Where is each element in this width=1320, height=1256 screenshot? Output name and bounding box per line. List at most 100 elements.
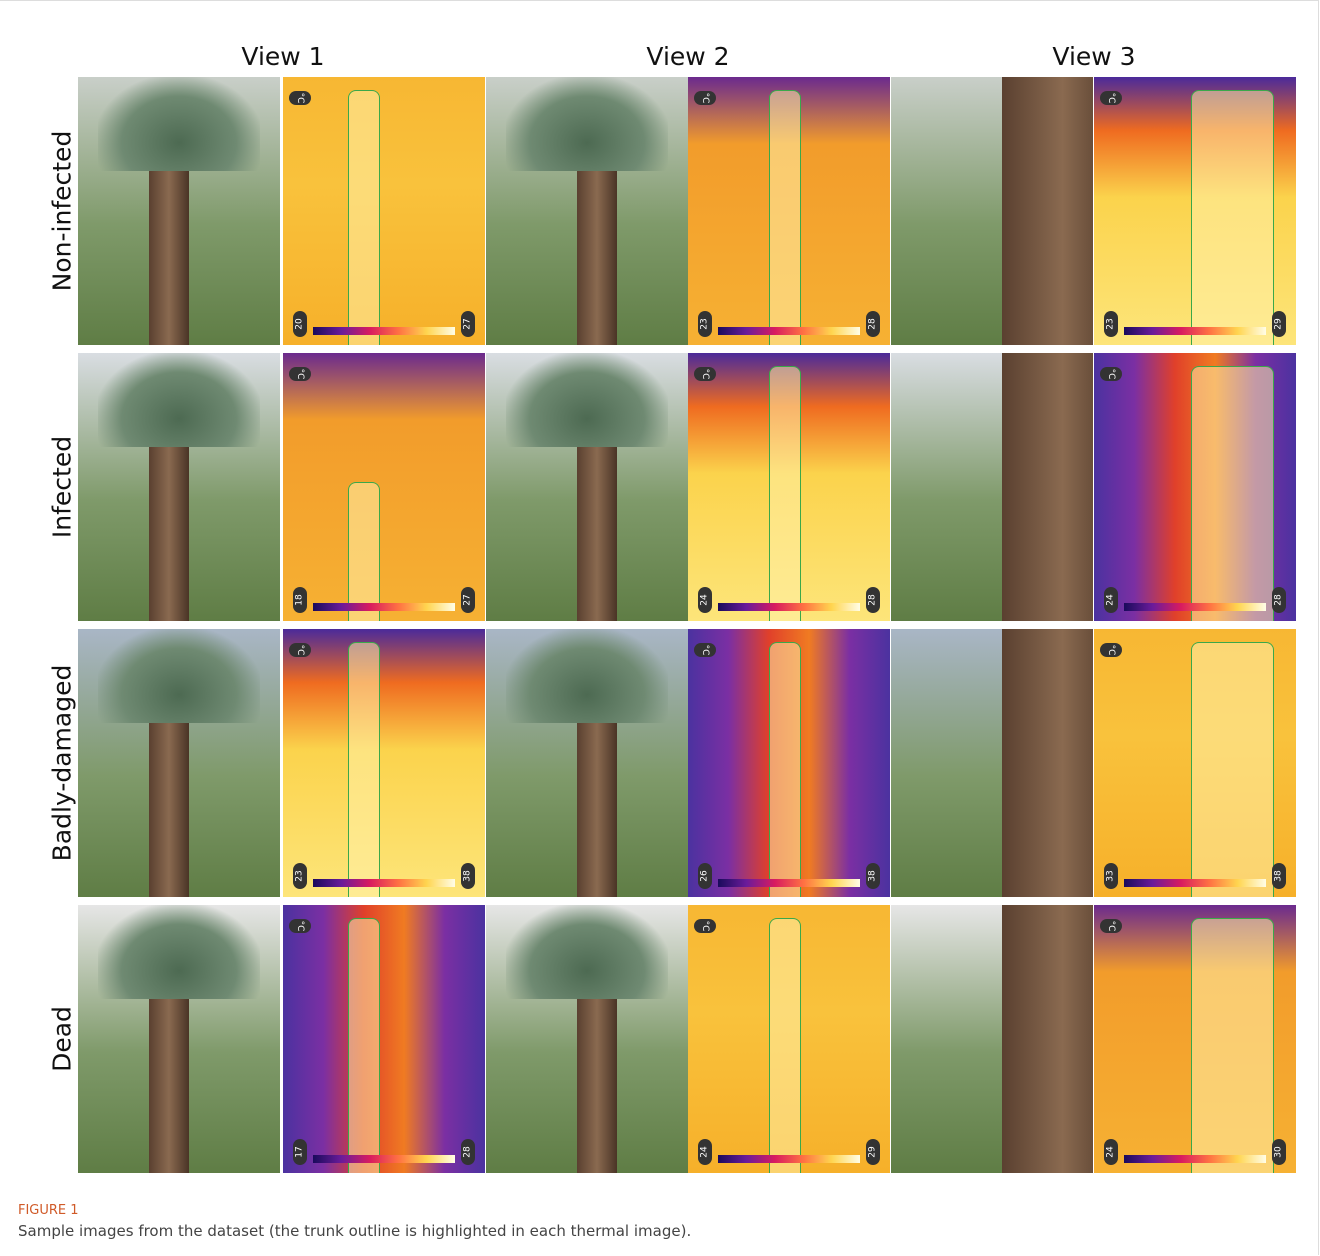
scale-max-text: 38 xyxy=(463,870,473,881)
scale-bar xyxy=(1124,327,1266,335)
scale-bar xyxy=(313,603,455,611)
trunk xyxy=(149,144,189,345)
trunk-outline xyxy=(1191,366,1274,621)
figure-label: FIGURE 1 xyxy=(18,1203,79,1218)
trunk xyxy=(577,696,617,897)
scale-min-text: 23 xyxy=(1106,318,1116,329)
photo xyxy=(486,353,688,621)
scale-max-text: 29 xyxy=(868,1146,878,1157)
scale-min-text: 24 xyxy=(1106,1146,1116,1157)
unit-badge: °C xyxy=(289,91,311,105)
scale-min-text: 23 xyxy=(700,318,710,329)
thermal-image: °C 23 29 xyxy=(1094,77,1296,345)
fronds xyxy=(98,905,260,999)
trunk xyxy=(149,696,189,897)
fronds xyxy=(506,629,668,723)
photo xyxy=(891,905,1093,1173)
unit-badge: °C xyxy=(289,367,311,381)
scale-max-text: 38 xyxy=(1274,870,1284,881)
thermal-image: °C 24 29 xyxy=(688,905,890,1173)
fronds xyxy=(98,629,260,723)
scale-max: 28 xyxy=(1272,587,1286,613)
trunk-outline xyxy=(348,642,380,897)
fronds xyxy=(98,77,260,171)
trunk-outline xyxy=(769,366,801,621)
trunk xyxy=(149,420,189,621)
row-label: Badly-damaged xyxy=(48,665,77,862)
thermal-image: °C 23 28 xyxy=(688,77,890,345)
trunk-outline xyxy=(348,90,380,345)
page: FIGURE 1 Sample images from the dataset … xyxy=(0,0,1320,1256)
trunk-outline xyxy=(1191,642,1274,897)
column-header: View 1 xyxy=(241,42,324,71)
trunk-outline xyxy=(348,918,380,1173)
scale-bar xyxy=(718,603,860,611)
scale-max-text: 28 xyxy=(868,318,878,329)
row-label: Non-infected xyxy=(48,131,77,292)
scale-max: 30 xyxy=(1272,1139,1286,1165)
scale-bar xyxy=(313,879,455,887)
photo xyxy=(891,353,1093,621)
trunk-outline xyxy=(1191,90,1274,345)
scale-max-text: 28 xyxy=(868,594,878,605)
scale-bar xyxy=(1124,1155,1266,1163)
scale-max: 38 xyxy=(461,863,475,889)
unit-badge: °C xyxy=(289,643,311,657)
scale-min: 26 xyxy=(698,863,712,889)
trunk xyxy=(1002,353,1093,621)
scale-max: 28 xyxy=(866,311,880,337)
fronds xyxy=(506,77,668,171)
scale-min: 24 xyxy=(698,587,712,613)
scale-min: 24 xyxy=(698,1139,712,1165)
scale-min-text: 17 xyxy=(295,1146,305,1157)
scale-min-text: 18 xyxy=(295,594,305,605)
scale-min-text: 20 xyxy=(295,318,305,329)
trunk xyxy=(149,972,189,1173)
scale-max: 38 xyxy=(866,863,880,889)
unit-badge: °C xyxy=(1100,367,1122,381)
unit-badge: °C xyxy=(694,91,716,105)
scale-max: 28 xyxy=(866,587,880,613)
photo xyxy=(78,629,280,897)
unit-badge: °C xyxy=(694,367,716,381)
thermal-image: °C 24 28 xyxy=(688,353,890,621)
thermal-image: °C 24 28 xyxy=(1094,353,1296,621)
trunk-outline xyxy=(769,642,801,897)
scale-max: 29 xyxy=(1272,311,1286,337)
scale-min: 20 xyxy=(293,311,307,337)
scale-bar xyxy=(313,327,455,335)
trunk-outline xyxy=(1191,918,1274,1173)
trunk-outline xyxy=(769,918,801,1173)
trunk-outline xyxy=(769,90,801,345)
trunk-outline xyxy=(348,482,380,621)
scale-min: 23 xyxy=(698,311,712,337)
scale-min: 24 xyxy=(1104,587,1118,613)
unit-badge: °C xyxy=(694,919,716,933)
scale-min: 18 xyxy=(293,587,307,613)
scale-min-text: 26 xyxy=(700,870,710,881)
photo xyxy=(486,905,688,1173)
scale-min-text: 24 xyxy=(700,1146,710,1157)
scale-max-text: 27 xyxy=(463,318,473,329)
trunk xyxy=(1002,629,1093,897)
photo xyxy=(78,77,280,345)
fronds xyxy=(506,905,668,999)
scale-max: 27 xyxy=(461,587,475,613)
unit-badge: °C xyxy=(1100,91,1122,105)
scale-bar xyxy=(1124,603,1266,611)
scale-max: 27 xyxy=(461,311,475,337)
scale-max-text: 30 xyxy=(1274,1146,1284,1157)
scale-min: 17 xyxy=(293,1139,307,1165)
scale-min: 24 xyxy=(1104,1139,1118,1165)
photo xyxy=(486,629,688,897)
photo xyxy=(78,905,280,1173)
scale-min: 33 xyxy=(1104,863,1118,889)
scale-bar xyxy=(1124,879,1266,887)
scale-bar xyxy=(718,879,860,887)
scale-min: 23 xyxy=(1104,311,1118,337)
scale-bar xyxy=(313,1155,455,1163)
